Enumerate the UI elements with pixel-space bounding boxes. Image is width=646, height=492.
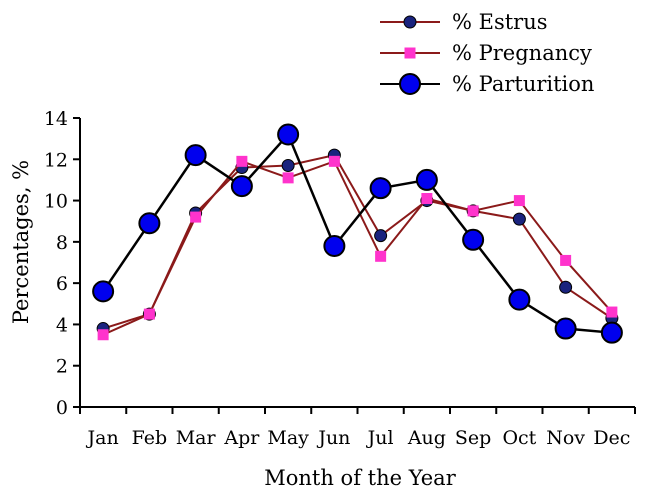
data-point bbox=[230, 175, 253, 198]
data-point bbox=[236, 155, 248, 167]
legend-label: % Estrus bbox=[452, 10, 548, 34]
data-point bbox=[421, 193, 433, 205]
legend-item: % Pregnancy bbox=[380, 41, 592, 65]
legend-marker bbox=[403, 15, 417, 29]
y-tick-label: 10 bbox=[44, 191, 68, 213]
series-line bbox=[102, 160, 613, 336]
x-tick-label: Apr bbox=[223, 427, 260, 449]
data-point bbox=[600, 321, 623, 344]
data-point bbox=[277, 123, 300, 146]
data-point bbox=[508, 288, 531, 311]
data-point bbox=[513, 195, 525, 207]
data-point bbox=[415, 168, 438, 191]
data-point bbox=[369, 177, 392, 200]
x-tick-label: Aug bbox=[407, 427, 446, 449]
legend: % Estrus % Pregnancy % Parturition bbox=[380, 10, 594, 96]
x-axis-ticks: Jan Feb Mar Apr May Jun Jul Aug Sep Oct Nov Dec bbox=[79, 407, 636, 449]
y-tick-label: 6 bbox=[56, 273, 68, 295]
data-point bbox=[97, 329, 109, 341]
series-layer bbox=[92, 123, 623, 344]
data-point bbox=[92, 280, 115, 303]
legend-marker bbox=[399, 73, 421, 95]
x-tick-label: Feb bbox=[132, 427, 168, 449]
y-tick-label: 2 bbox=[56, 356, 68, 378]
x-axis-title: Month of the Year bbox=[264, 466, 456, 490]
data-point bbox=[190, 211, 202, 223]
data-point bbox=[328, 155, 340, 167]
legend-label: % Parturition bbox=[452, 72, 594, 96]
y-axis-title: Percentages, % bbox=[9, 160, 33, 324]
x-tick-label: May bbox=[267, 427, 309, 449]
data-point bbox=[554, 317, 577, 340]
series-1 bbox=[97, 155, 618, 341]
x-tick-label: Mar bbox=[176, 427, 217, 449]
x-tick-label: Nov bbox=[546, 427, 585, 449]
y-axis-ticks: 0 2 4 6 8 10 12 14 bbox=[44, 108, 80, 419]
legend-item: % Parturition bbox=[380, 72, 594, 96]
y-tick-label: 14 bbox=[44, 108, 68, 130]
series-2 bbox=[92, 123, 623, 344]
data-point bbox=[282, 172, 294, 184]
data-point bbox=[184, 144, 207, 167]
data-point bbox=[281, 158, 295, 172]
data-point bbox=[375, 250, 387, 262]
series-line bbox=[102, 132, 612, 334]
y-tick-label: 12 bbox=[44, 149, 68, 171]
data-point bbox=[559, 280, 573, 294]
data-point bbox=[323, 234, 346, 257]
x-tick-label: Jul bbox=[366, 427, 394, 449]
series-line bbox=[102, 154, 613, 330]
data-point bbox=[138, 212, 161, 235]
x-tick-label: Jan bbox=[86, 427, 119, 449]
x-tick-label: Oct bbox=[502, 427, 536, 449]
data-point bbox=[560, 254, 572, 266]
data-point bbox=[512, 212, 526, 226]
series-0 bbox=[96, 148, 619, 336]
legend-label: % Pregnancy bbox=[452, 41, 592, 65]
data-point bbox=[606, 306, 618, 318]
axes bbox=[79, 118, 635, 408]
y-tick-label: 4 bbox=[56, 314, 68, 336]
legend-marker bbox=[404, 47, 416, 59]
x-tick-label: Jun bbox=[316, 427, 350, 449]
data-point bbox=[374, 229, 388, 243]
x-tick-label: Dec bbox=[593, 427, 630, 449]
legend-item: % Estrus bbox=[380, 10, 548, 34]
data-point bbox=[467, 205, 479, 217]
y-tick-label: 8 bbox=[56, 232, 68, 254]
y-tick-label: 0 bbox=[56, 397, 68, 419]
data-point bbox=[462, 228, 485, 251]
x-tick-label: Sep bbox=[455, 427, 491, 449]
data-point bbox=[143, 308, 155, 320]
